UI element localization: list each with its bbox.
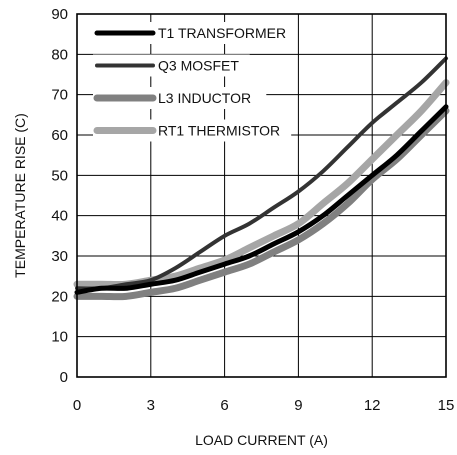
legend-backdrop bbox=[93, 22, 292, 44]
y-tick-label: 80 bbox=[51, 46, 68, 63]
x-tick-label: 15 bbox=[438, 397, 455, 414]
legend-backdrop bbox=[93, 54, 250, 77]
y-tick-label: 90 bbox=[51, 6, 68, 23]
y-tick-label: 40 bbox=[51, 208, 68, 225]
legend-label: RT1 THERMISTOR bbox=[158, 123, 280, 139]
legend: T1 TRANSFORMER Q3 MOSFET L3 INDUCTOR RT1 TH… bbox=[93, 22, 292, 142]
y-axis-title: TEMPERATURE RISE (C) bbox=[12, 113, 28, 278]
y-tick-label: 50 bbox=[51, 167, 68, 184]
legend-backdrop bbox=[93, 119, 292, 142]
x-tick-label: 9 bbox=[294, 397, 302, 414]
plot-frame bbox=[76, 13, 447, 378]
y-axis-ticks: 0 10 20 30 40 50 60 70 80 90 bbox=[51, 6, 68, 386]
y-tick-label: 30 bbox=[51, 248, 68, 265]
y-tick-label: 70 bbox=[51, 87, 68, 104]
x-tick-label: 6 bbox=[220, 397, 228, 414]
legend-label: L3 INDUCTOR bbox=[158, 90, 251, 106]
series-line-3 bbox=[73, 107, 450, 301]
y-tick-label: 0 bbox=[60, 369, 68, 386]
y-tick-label: 60 bbox=[51, 127, 68, 144]
x-axis-ticks: 0 3 6 9 12 15 bbox=[73, 397, 455, 414]
x-tick-label: 3 bbox=[147, 397, 155, 414]
x-tick-label: 12 bbox=[364, 397, 381, 414]
series-lines bbox=[73, 56, 450, 301]
y-tick-label: 20 bbox=[51, 288, 68, 305]
x-axis-title: LOAD CURRENT (A) bbox=[195, 432, 328, 448]
y-tick-label: 10 bbox=[51, 329, 68, 346]
series-line-2 bbox=[75, 56, 448, 291]
legend-label: Q3 MOSFET bbox=[158, 58, 239, 74]
series-line-1 bbox=[74, 104, 449, 295]
series-line-4 bbox=[73, 79, 450, 289]
legend-label: T1 TRANSFORMER bbox=[158, 25, 286, 41]
legend-backdrop bbox=[93, 87, 267, 109]
x-tick-label: 0 bbox=[73, 397, 81, 414]
